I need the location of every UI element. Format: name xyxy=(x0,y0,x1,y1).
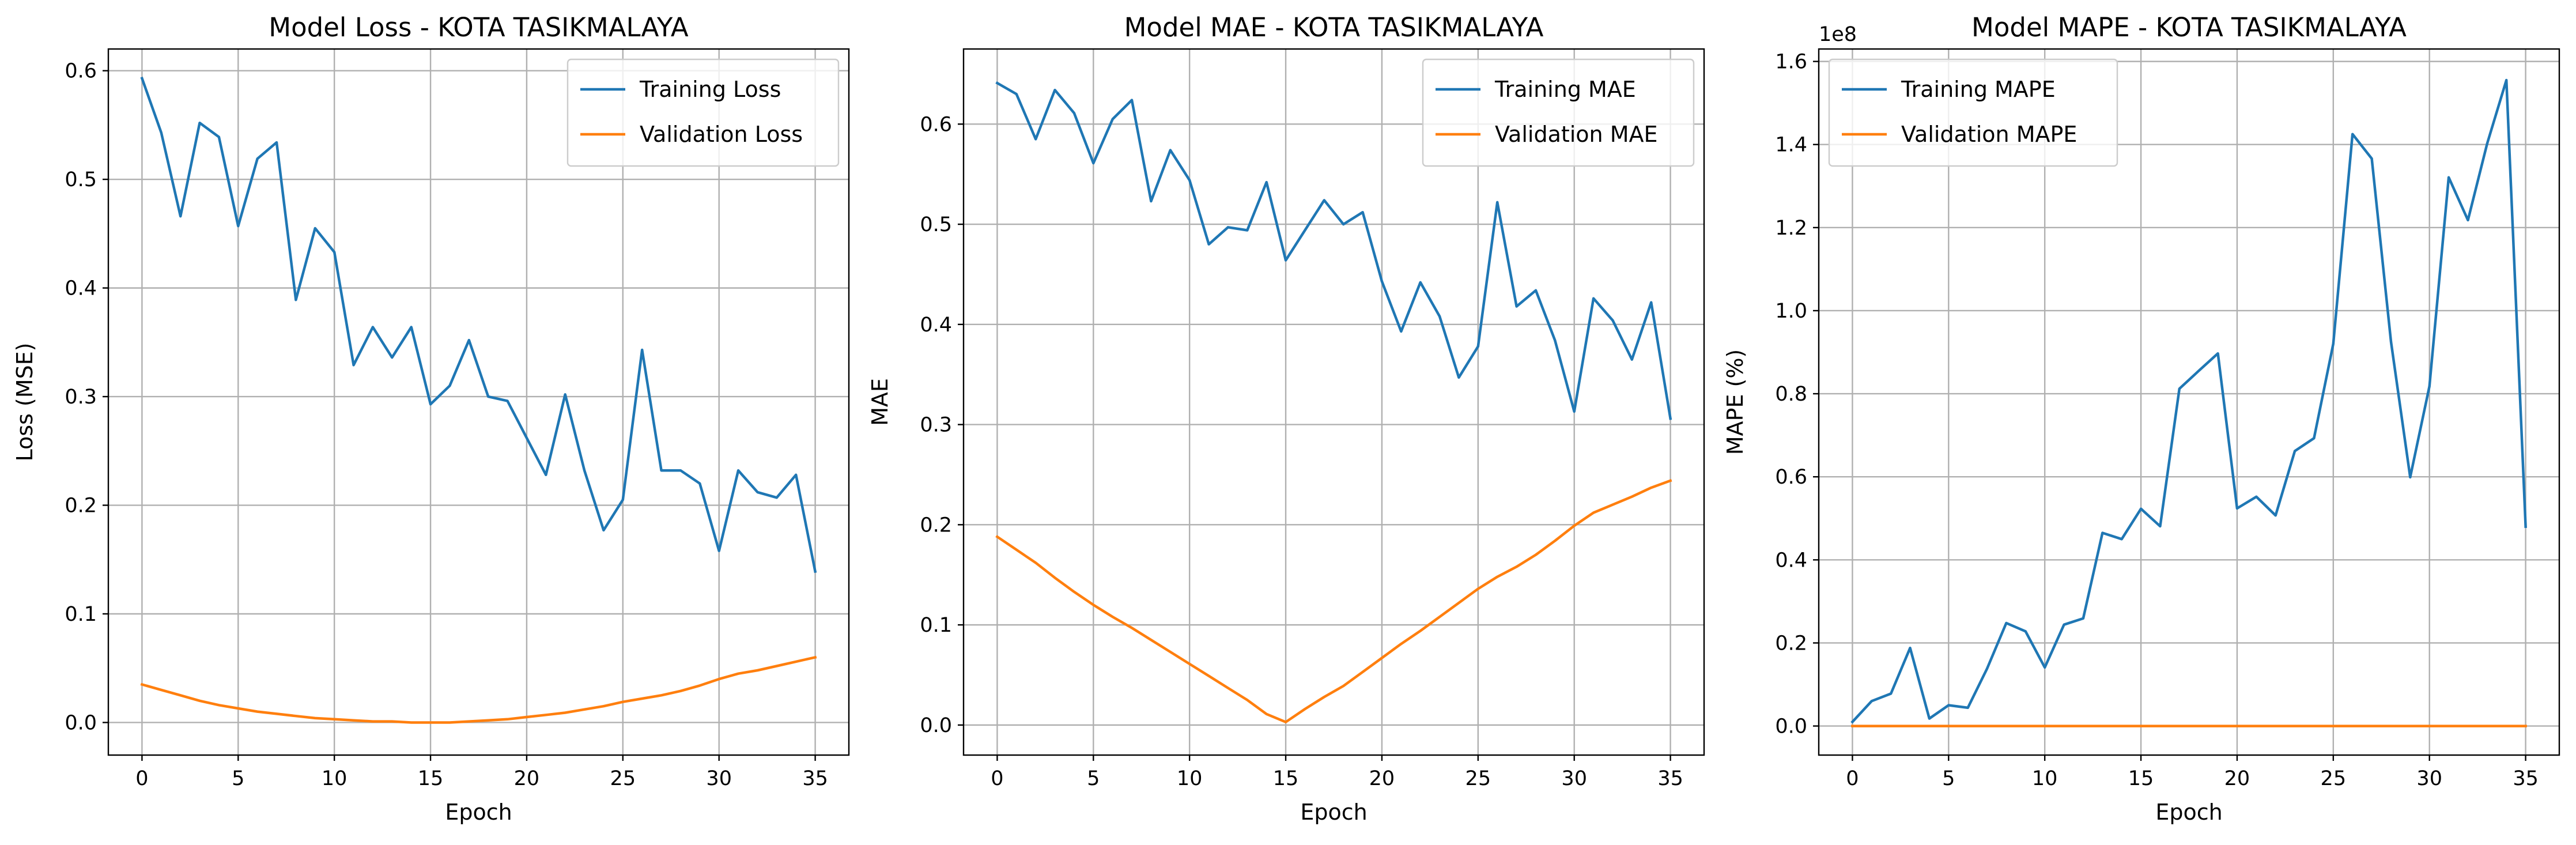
y-tick-label: 0.1 xyxy=(65,603,97,626)
legend-box xyxy=(1828,58,2118,167)
y-tick-label: 0.3 xyxy=(65,386,97,409)
x-tick-label: 15 xyxy=(2128,767,2154,790)
axes-frame xyxy=(1818,48,2560,756)
x-tick-label: 10 xyxy=(322,767,348,790)
y-tick-label: 0.0 xyxy=(920,714,952,737)
axes-frame xyxy=(107,48,850,756)
x-tick-label: 30 xyxy=(1561,767,1587,790)
y-axis-label: MAE xyxy=(867,378,893,426)
chart-title: Model Loss - KOTA TASIKMALAYA xyxy=(269,12,689,43)
legend-entry-label: Training Loss xyxy=(639,77,781,102)
legend-entry-label: Training MAPE xyxy=(1901,77,2056,102)
x-axis-label: Epoch xyxy=(445,799,512,825)
y-axis-label: MAPE (%) xyxy=(1723,349,1748,455)
chart-panel-2: 0 5 10 15 20 25 30 35 0.0 0.1 0.2 0.3 0.4 0.5 0.6 Model… xyxy=(867,12,1705,825)
y-tick-label: 0.4 xyxy=(65,277,97,300)
series-line-validation-loss xyxy=(140,655,817,724)
x-tick-label: 5 xyxy=(1087,767,1100,790)
x-tick-label: 10 xyxy=(1177,767,1203,790)
y-tick-label: 0.2 xyxy=(65,495,97,518)
y-tick-label: 0.5 xyxy=(920,213,952,236)
chart-title: Model MAPE - KOTA TASIKMALAYA xyxy=(1971,12,2407,43)
legend-box xyxy=(566,58,840,167)
y-offset-text: 1e8 xyxy=(1819,23,1857,46)
series-line-training-mape xyxy=(1850,78,2527,724)
series-line-validation-mae xyxy=(995,479,1672,723)
x-tick-label: 0 xyxy=(135,767,148,790)
x-tick-label: 25 xyxy=(2321,767,2347,790)
legend-box xyxy=(1422,58,1695,167)
legend: Training Loss Validation Loss xyxy=(566,58,840,167)
y-tick-label: 0.1 xyxy=(920,614,952,637)
x-tick-label: 20 xyxy=(2224,767,2250,790)
legend-entry-label: Training MAE xyxy=(1494,77,1636,102)
x-tick-label: 10 xyxy=(2032,767,2058,790)
y-tick-label: 1.0 xyxy=(1775,300,1807,323)
y-tick-label: 1.2 xyxy=(1775,217,1807,240)
x-tick-label: 30 xyxy=(706,767,732,790)
y-tick-label: 1.6 xyxy=(1775,51,1807,74)
y-tick-label: 0.4 xyxy=(920,314,952,337)
series-line-training-loss xyxy=(140,77,817,574)
legend-entry-label: Validation MAE xyxy=(1495,122,1658,147)
x-tick-label: 5 xyxy=(232,767,244,790)
x-tick-label: 15 xyxy=(1273,767,1299,790)
x-tick-label: 20 xyxy=(1369,767,1395,790)
y-tick-label: 0.6 xyxy=(65,60,97,83)
x-tick-label: 30 xyxy=(2416,767,2442,790)
y-axis-label: Loss (MSE) xyxy=(12,343,37,462)
y-tick-label: 0.5 xyxy=(65,168,97,191)
x-axis-label: Epoch xyxy=(1300,799,1367,825)
x-tick-label: 35 xyxy=(802,767,828,790)
y-tick-label: 0.4 xyxy=(1775,549,1807,572)
x-tick-label: 35 xyxy=(1657,767,1683,790)
x-tick-label: 5 xyxy=(1942,767,1955,790)
y-tick-label: 0.6 xyxy=(920,113,952,136)
x-tick-label: 20 xyxy=(514,767,540,790)
series-line-training-mae xyxy=(995,81,1672,420)
y-tick-label: 0.2 xyxy=(920,514,952,537)
y-tick-label: 0.8 xyxy=(1775,383,1807,406)
x-tick-label: 0 xyxy=(991,767,1003,790)
chart-panel-3: 0 5 10 15 20 25 30 35 0.0 0.2 0.4 0.6 0.8 1.0 1.2 1.4 1.… xyxy=(1723,12,2560,825)
y-tick-label: 0.2 xyxy=(1775,632,1807,655)
legend: Training MAPE Validation MAPE xyxy=(1828,58,2118,167)
x-tick-label: 15 xyxy=(418,767,444,790)
x-tick-label: 25 xyxy=(1465,767,1491,790)
axes-frame xyxy=(962,48,1705,756)
y-tick-label: 0.0 xyxy=(65,711,97,734)
y-tick-label: 1.4 xyxy=(1775,134,1807,157)
legend-entry-label: Validation MAPE xyxy=(1901,122,2077,147)
legend: Training MAE Validation MAE xyxy=(1422,58,1695,167)
y-tick-label: 0.3 xyxy=(920,414,952,437)
y-tick-label: 0.0 xyxy=(1775,715,1807,738)
chart-title: Model MAE - KOTA TASIKMALAYA xyxy=(1124,12,1544,43)
x-tick-label: 0 xyxy=(1846,767,1859,790)
y-tick-label: 0.6 xyxy=(1775,466,1807,489)
x-tick-label: 35 xyxy=(2513,767,2539,790)
chart-panel-1: 0 5 10 15 20 25 30 35 0.0 0.1 0.2 0.3 0.4 0.5 0.6 Model… xyxy=(12,12,850,825)
x-tick-label: 25 xyxy=(610,767,636,790)
x-axis-label: Epoch xyxy=(2155,799,2222,825)
legend-entry-label: Validation Loss xyxy=(640,122,803,147)
